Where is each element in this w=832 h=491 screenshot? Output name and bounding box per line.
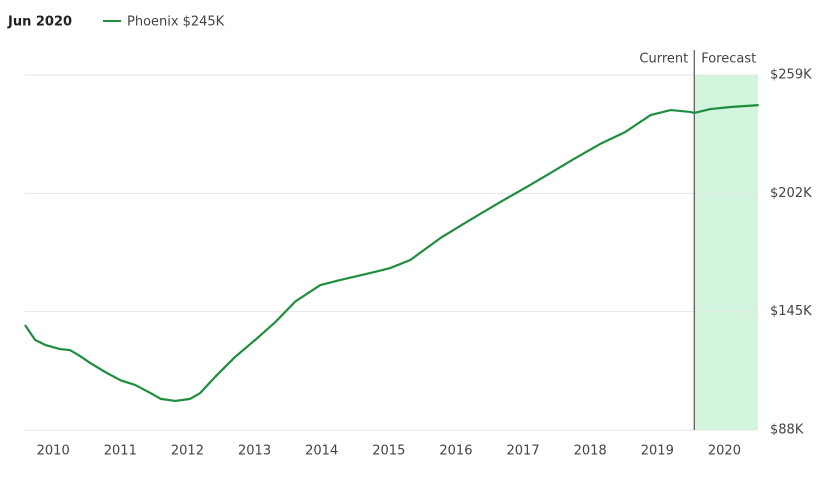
header-date: Jun 2020	[7, 15, 72, 30]
data-line	[24, 104, 759, 403]
x-tick-label: 2020	[708, 444, 741, 459]
y-tick-label: $88K	[770, 423, 804, 438]
y-tick-label: $202K	[770, 186, 812, 201]
x-tick-label: 2012	[171, 444, 204, 459]
x-tick-label: 2011	[104, 444, 137, 459]
x-tick-label: 2015	[372, 444, 405, 459]
x-tick-label: 2019	[641, 444, 674, 459]
y-tick-label: $145K	[770, 304, 812, 319]
legend-value: $245K	[183, 15, 225, 30]
x-tick-label: 2017	[507, 444, 540, 459]
x-tick-label: 2013	[238, 444, 271, 459]
x-tick-label: 2018	[574, 444, 607, 459]
x-tick-label: 2010	[37, 444, 70, 459]
x-tick-label: 2016	[439, 444, 472, 459]
current-label: Current	[639, 52, 688, 67]
y-tick-label: $259K	[770, 68, 812, 83]
forecast-label: Forecast	[701, 52, 756, 67]
x-tick-label: 2014	[305, 444, 338, 459]
forecast-region	[694, 75, 758, 430]
legend-label: Phoenix	[127, 15, 179, 30]
